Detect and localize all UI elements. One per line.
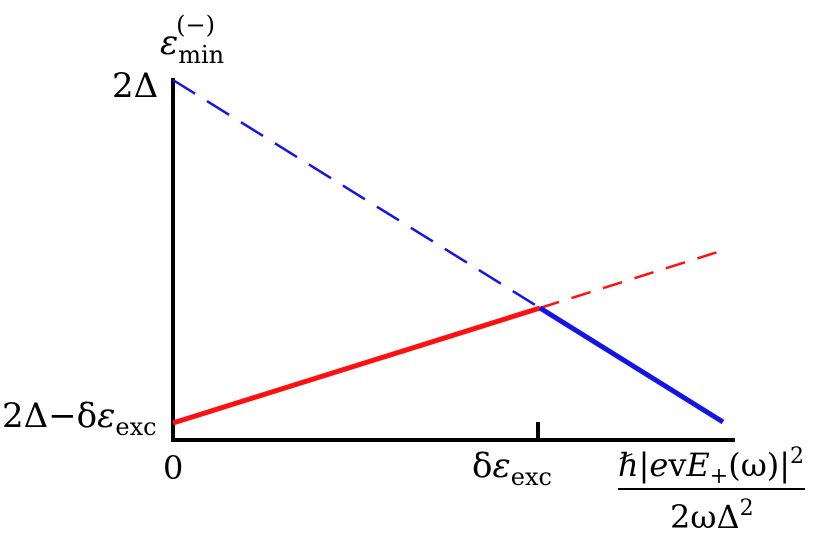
- y-axis-title: εmin(−): [160, 11, 224, 69]
- y-tick-bottom: 2Δ−δεexc: [2, 396, 157, 441]
- red-line-solid: [172, 305, 541, 426]
- red-line-dashed: [539, 248, 725, 310]
- blue-line-dashed: [172, 78, 541, 310]
- blue-line-solid: [538, 305, 725, 425]
- x-axis-title-numerator: ℏ|evE+(ω)|2: [618, 444, 804, 489]
- x-tick-marked: δεexc: [472, 446, 552, 491]
- y-tick-top: 2Δ: [112, 66, 158, 106]
- x-axis-title-denominator: 2ωΔ2: [670, 496, 754, 536]
- x-tick-origin: 0: [163, 449, 183, 487]
